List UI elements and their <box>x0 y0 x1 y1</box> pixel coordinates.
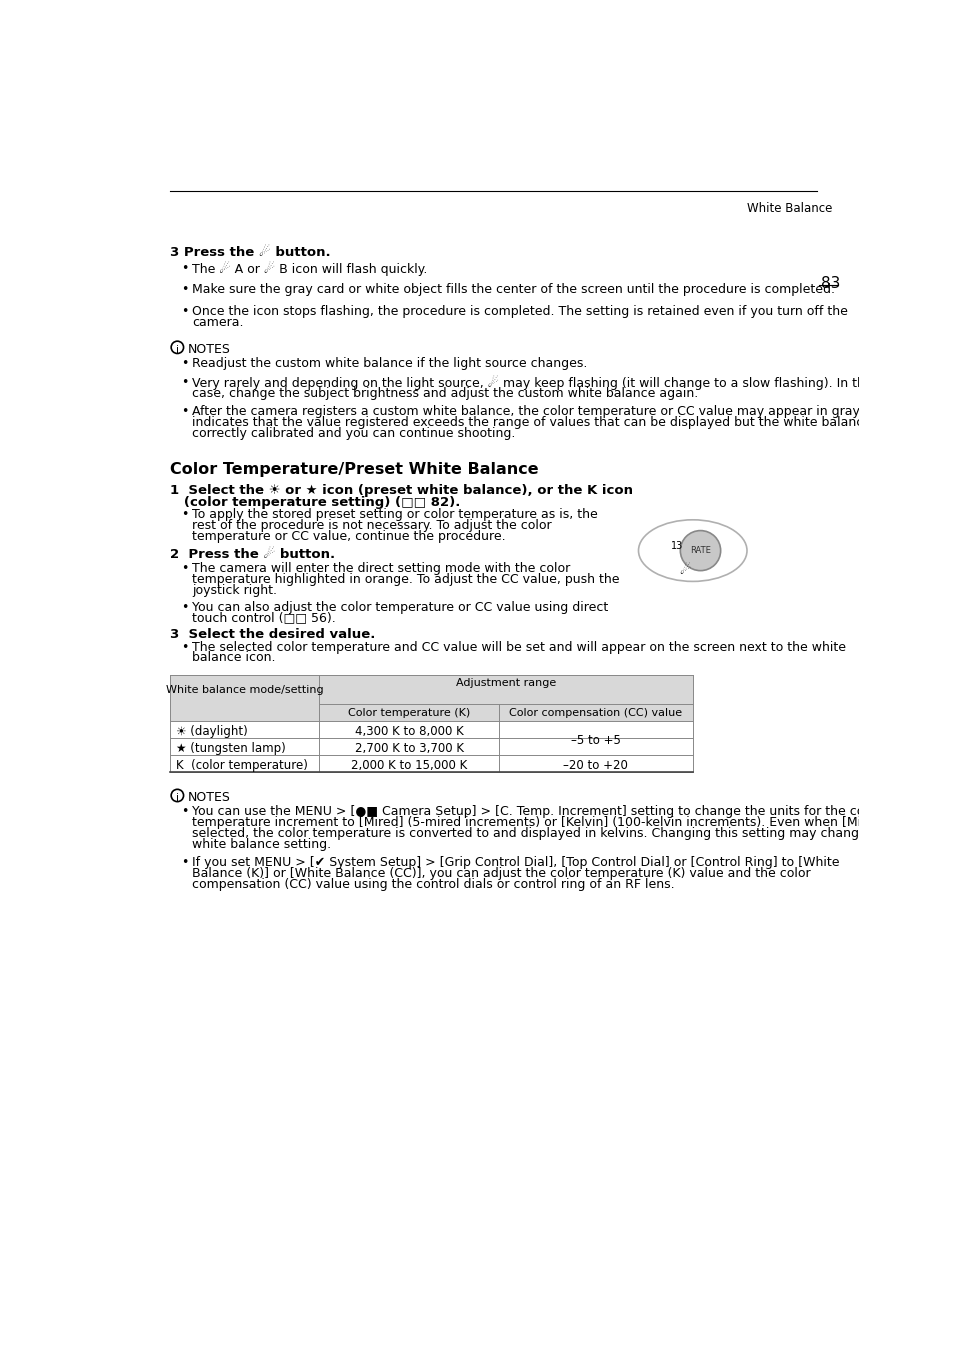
Text: If you set MENU > [✔ System Setup] > [Grip Control Dial], [Top Control Dial] or : If you set MENU > [✔ System Setup] > [Gr… <box>192 856 839 869</box>
Text: Make sure the gray card or white object fills the center of the screen until the: Make sure the gray card or white object … <box>192 283 834 297</box>
Text: 2  Press the ☄ button.: 2 Press the ☄ button. <box>170 549 335 561</box>
Text: White Balance: White Balance <box>746 202 832 214</box>
Text: temperature or CC value, continue the procedure.: temperature or CC value, continue the pr… <box>192 530 505 543</box>
Text: You can use the MENU > [●■ Camera Setup] > [C. Temp. Increment] setting to chang: You can use the MENU > [●■ Camera Setup]… <box>192 806 880 818</box>
Text: •: • <box>181 640 189 654</box>
Text: (color temperature setting) (□□ 82).: (color temperature setting) (□□ 82). <box>170 496 459 510</box>
Text: 3  Select the desired value.: 3 Select the desired value. <box>170 628 375 642</box>
Text: •: • <box>181 357 189 371</box>
Text: temperature increment to [Mired] (5-mired increments) or [Kelvin] (100-kelvin in: temperature increment to [Mired] (5-mire… <box>192 817 900 829</box>
Text: –20 to +20: –20 to +20 <box>563 759 628 772</box>
Text: ☄: ☄ <box>679 563 690 577</box>
Text: temperature highlighted in orange. To adjust the CC value, push the: temperature highlighted in orange. To ad… <box>192 573 618 586</box>
Text: After the camera registers a custom white balance, the color temperature or CC v: After the camera registers a custom whit… <box>192 406 891 418</box>
Text: i: i <box>175 345 178 355</box>
Text: white balance setting.: white balance setting. <box>192 838 331 851</box>
Text: •: • <box>181 508 189 522</box>
Text: Color Temperature/Preset White Balance: Color Temperature/Preset White Balance <box>170 462 537 477</box>
Text: ☀ (daylight): ☀ (daylight) <box>175 725 248 739</box>
Text: Readjust the custom white balance if the light source changes.: Readjust the custom white balance if the… <box>192 357 587 371</box>
Text: i: i <box>175 793 178 803</box>
Text: balance icon.: balance icon. <box>192 651 275 665</box>
Text: The selected color temperature and CC value will be set and will appear on the s: The selected color temperature and CC va… <box>192 640 845 654</box>
Text: Color temperature (K): Color temperature (K) <box>348 708 470 717</box>
Text: •: • <box>181 856 189 869</box>
Text: •: • <box>181 376 189 388</box>
Text: •: • <box>181 283 189 297</box>
Bar <box>170 704 692 721</box>
Text: 3 Press the ☄ button.: 3 Press the ☄ button. <box>170 247 330 259</box>
Text: The camera will enter the direct setting mode with the color: The camera will enter the direct setting… <box>192 562 570 576</box>
Text: •: • <box>181 562 189 576</box>
Text: 13: 13 <box>670 541 682 550</box>
Text: 2,700 K to 3,700 K: 2,700 K to 3,700 K <box>355 743 463 755</box>
Bar <box>170 674 692 704</box>
Text: –5 to +5: –5 to +5 <box>570 733 620 747</box>
Text: camera.: camera. <box>192 315 243 329</box>
Text: K  (color temperature): K (color temperature) <box>175 759 308 772</box>
Text: case, change the subject brightness and adjust the custom white balance again.: case, change the subject brightness and … <box>192 387 698 399</box>
Text: Balance (K)] or [White Balance (CC)], you can adjust the color temperature (K) v: Balance (K)] or [White Balance (CC)], yo… <box>192 867 810 880</box>
Text: You can also adjust the color temperature or CC value using direct: You can also adjust the color temperatur… <box>192 601 608 613</box>
Text: The ☄ A or ☄ B icon will flash quickly.: The ☄ A or ☄ B icon will flash quickly. <box>192 262 427 276</box>
Text: 4,300 K to 8,000 K: 4,300 K to 8,000 K <box>355 725 463 739</box>
Text: touch control (□□ 56).: touch control (□□ 56). <box>192 612 335 624</box>
Text: 2,000 K to 15,000 K: 2,000 K to 15,000 K <box>351 759 467 772</box>
Text: ★ (tungsten lamp): ★ (tungsten lamp) <box>175 743 285 755</box>
Text: White balance mode/setting: White balance mode/setting <box>166 685 323 696</box>
Text: joystick right.: joystick right. <box>192 584 276 597</box>
Text: Very rarely and depending on the light source, ☄ may keep flashing (it will chan: Very rarely and depending on the light s… <box>192 376 877 391</box>
Circle shape <box>679 531 720 570</box>
Ellipse shape <box>638 520 746 581</box>
Text: 1  Select the ☀ or ★ icon (preset white balance), or the K icon: 1 Select the ☀ or ★ icon (preset white b… <box>170 484 632 496</box>
Text: compensation (CC) value using the control dials or control ring of an RF lens.: compensation (CC) value using the contro… <box>192 878 674 891</box>
Text: 83: 83 <box>820 276 840 291</box>
Text: indicates that the value registered exceeds the range of values that can be disp: indicates that the value registered exce… <box>192 417 884 429</box>
Text: •: • <box>181 601 189 613</box>
Text: selected, the color temperature is converted to and displayed in kelvins. Changi: selected, the color temperature is conve… <box>192 828 890 840</box>
Text: rest of the procedure is not necessary. To adjust the color: rest of the procedure is not necessary. … <box>192 519 551 532</box>
Text: NOTES: NOTES <box>187 342 230 356</box>
Text: To apply the stored preset setting or color temperature as is, the: To apply the stored preset setting or co… <box>192 508 598 522</box>
Text: Adjustment range: Adjustment range <box>456 678 556 689</box>
Text: Color compensation (CC) value: Color compensation (CC) value <box>509 708 681 717</box>
Text: RATE: RATE <box>689 546 710 555</box>
Text: correctly calibrated and you can continue shooting.: correctly calibrated and you can continu… <box>192 426 515 439</box>
Text: •: • <box>181 406 189 418</box>
Text: •: • <box>181 262 189 275</box>
Text: •: • <box>181 305 189 318</box>
Text: NOTES: NOTES <box>187 791 230 803</box>
Text: •: • <box>181 806 189 818</box>
Text: Once the icon stops flashing, the procedure is completed. The setting is retaine: Once the icon stops flashing, the proced… <box>192 305 847 318</box>
